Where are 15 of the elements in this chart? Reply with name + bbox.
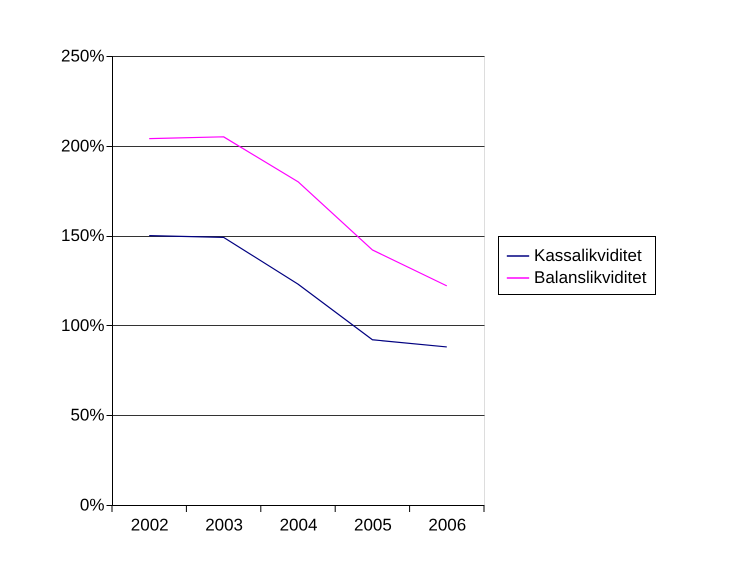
x-tick-label: 2002 [130,516,169,534]
y-tick-label: 50% [70,406,104,425]
x-tick-label: 2003 [205,516,244,534]
line-series [148,235,448,348]
line-series [148,136,448,286]
legend-label: Balanslikviditet [534,268,647,287]
x-tick-label: 2006 [428,516,466,534]
x-tick-label: 2005 [354,516,392,534]
y-tick-label: 0% [80,496,104,514]
y-tick-label: 250% [61,46,104,66]
y-tick-label: 150% [61,226,104,246]
y-tick-label: 100% [61,316,104,335]
legend-label: Kassalikviditet [534,246,642,265]
y-tick-label: 200% [61,136,104,156]
x-tick-label: 2004 [280,516,318,534]
